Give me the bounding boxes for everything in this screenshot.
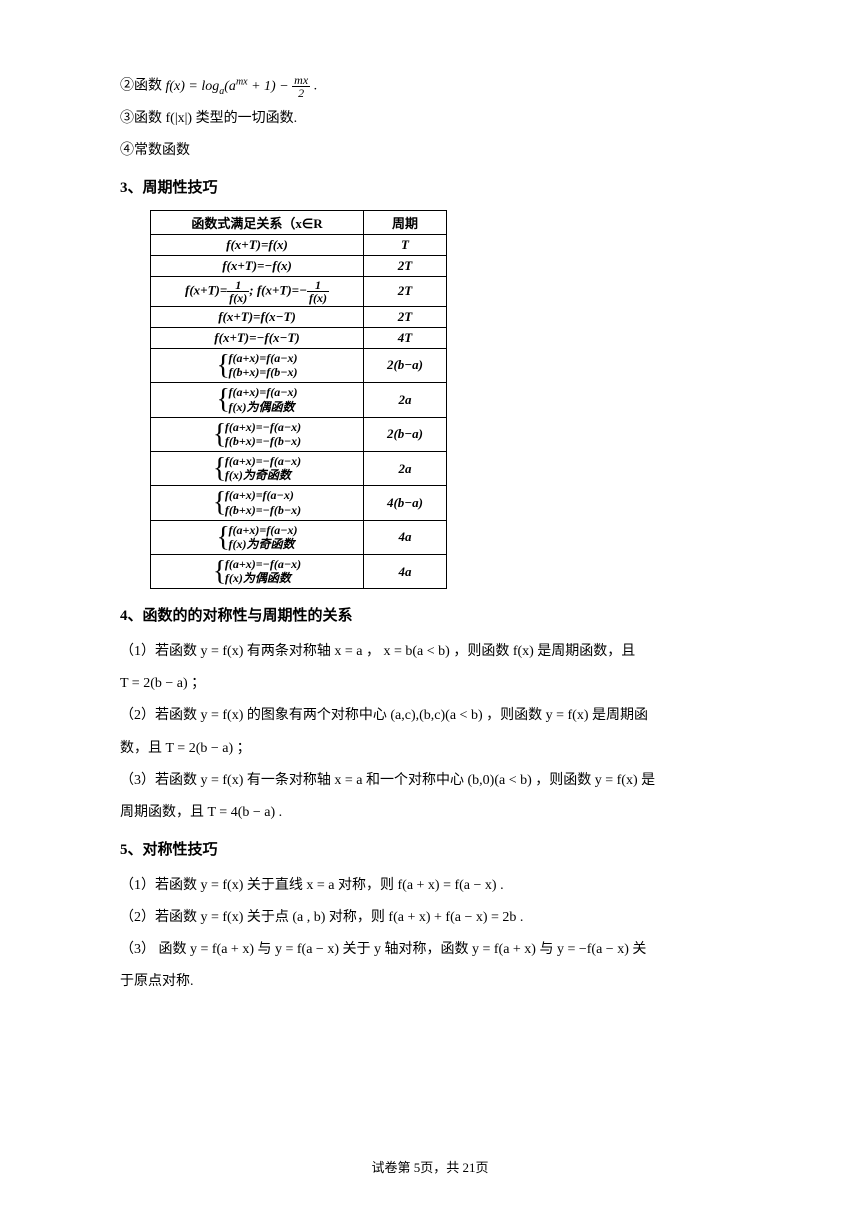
- table-row: f(x+T)=−f(x−T)4T: [151, 327, 447, 348]
- s5-p1: （1）若函数 y = f(x) 关于直线 x = a 对称，则 f(a + x)…: [120, 870, 740, 902]
- th-left: 函数式满足关系（x∈R: [151, 210, 364, 234]
- table-header-row: 函数式满足关系（x∈R 周期: [151, 210, 447, 234]
- table-row: f(a+x)=f(a−x)f(x)为奇函数4a: [151, 520, 447, 554]
- fraction-mx-2: mx2: [292, 74, 310, 99]
- item-4: ④常数函数: [120, 135, 740, 167]
- table-row: f(a+x)=f(a−x)f(b+x)=f(b−x)2(b−a): [151, 348, 447, 382]
- heading-5: 5、对称性技巧: [120, 833, 740, 868]
- s4-p3a: （3）若函数 y = f(x) 有一条对称轴 x = a 和一个对称中心 (b,…: [120, 765, 740, 797]
- table-row: f(x+T)=1f(x); f(x+T)=−1f(x)2T: [151, 276, 447, 306]
- table-row: f(a+x)=f(a−x)f(b+x)=−f(b−x)4(b−a): [151, 486, 447, 520]
- table-row: f(a+x)=−f(a−x)f(b+x)=−f(b−x)2(b−a): [151, 417, 447, 451]
- s5-p2: （2）若函数 y = f(x) 关于点 (a , b) 对称，则 f(a + x…: [120, 902, 740, 934]
- frac-cell: f(x+T)=1f(x); f(x+T)=−1f(x): [151, 276, 364, 306]
- item-2-tail: .: [310, 79, 317, 94]
- item-3: ③函数 f(|x|) 类型的一切函数.: [120, 103, 740, 135]
- s5-p3a: （3） 函数 y = f(a + x) 与 y = f(a − x) 关于 y …: [120, 934, 740, 966]
- s4-p2a: （2）若函数 y = f(x) 的图象有两个对称中心 (a,c),(b,c)(a…: [120, 700, 740, 732]
- item-2: ②函数 f(x) = loga(amx + 1) − mx2 .: [120, 70, 740, 103]
- table-row: f(a+x)=−f(a−x)f(x)为偶函数4a: [151, 555, 447, 589]
- periodicity-table: 函数式满足关系（x∈R 周期 f(x+T)=f(x)T f(x+T)=−f(x)…: [150, 210, 447, 590]
- s4-p2b: 数，且 T = 2(b − a) ；: [120, 733, 740, 765]
- document-page: ②函数 f(x) = loga(amx + 1) − mx2 . ③函数 f(|…: [0, 0, 860, 1216]
- th-right: 周期: [364, 210, 447, 234]
- table-row: f(a+x)=f(a−x)f(x)为偶函数2a: [151, 383, 447, 417]
- item-2-prefix: ②函数: [120, 79, 166, 94]
- heading-3: 3、周期性技巧: [120, 171, 740, 206]
- s4-p1a: （1）若函数 y = f(x) 有两条对称轴 x = a ， x = b(a <…: [120, 636, 740, 668]
- heading-4: 4、函数的的对称性与周期性的关系: [120, 599, 740, 634]
- table-row: f(x+T)=−f(x)2T: [151, 255, 447, 276]
- table-row: f(x+T)=f(x)T: [151, 234, 447, 255]
- s4-p1b: T = 2(b − a) ；: [120, 668, 740, 700]
- page-footer: 试卷第 5页，共 21页: [0, 1157, 860, 1176]
- item-2-formula: f(x) = loga(amx + 1) −: [166, 79, 293, 94]
- table-row: f(a+x)=−f(a−x)f(x)为奇函数2a: [151, 451, 447, 485]
- s4-p3b: 周期函数，且 T = 4(b − a) .: [120, 797, 740, 829]
- table-row: f(x+T)=f(x−T)2T: [151, 306, 447, 327]
- s5-p3b: 于原点对称.: [120, 966, 740, 998]
